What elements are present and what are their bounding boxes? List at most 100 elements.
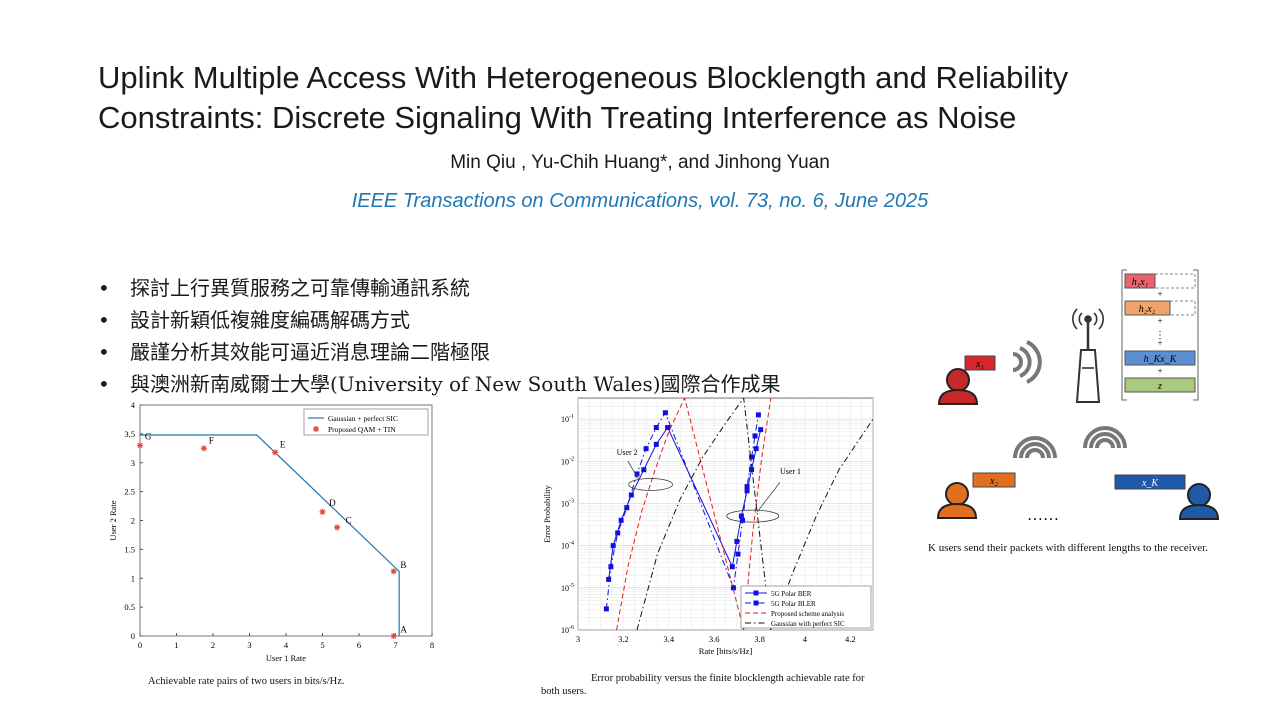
user-2-icon bbox=[936, 482, 978, 519]
data-point bbox=[272, 449, 279, 456]
user-k-packet bbox=[1114, 474, 1186, 490]
user-2-packet bbox=[972, 472, 1016, 488]
bullet-item: • 與澳洲新南威爾士大學(University of New South Wale… bbox=[98, 372, 781, 396]
wifi-signal-icon bbox=[1012, 340, 1042, 384]
series-line bbox=[636, 398, 873, 630]
x-tick-label: 6 bbox=[357, 640, 361, 650]
legend-box bbox=[303, 408, 429, 436]
y-tick-label: 1 bbox=[131, 573, 135, 583]
data-point bbox=[628, 492, 634, 498]
users-ellipsis: …… bbox=[1027, 507, 1059, 524]
data-point bbox=[334, 524, 341, 531]
rate-region-caption: Achievable rate pairs of two users in bi… bbox=[148, 676, 345, 687]
signal-box-k bbox=[1124, 350, 1196, 366]
data-point bbox=[740, 517, 746, 523]
bullet-item: • 設計新穎低複雜度編碼解碼方式 bbox=[98, 308, 410, 332]
series-line bbox=[616, 398, 772, 630]
data-point bbox=[729, 564, 735, 570]
system-model-diagram: h₁x₁ + h₂x₂ + ⋮ + h_Kx_K + z x₁ bbox=[936, 269, 1220, 524]
y-tick-label: 10-3 bbox=[561, 498, 574, 508]
journal-citation: IEEE Transactions on Communications, vol… bbox=[351, 190, 929, 212]
data-point bbox=[758, 427, 764, 433]
point-label: C bbox=[346, 515, 352, 525]
data-point bbox=[653, 441, 659, 447]
system-caption: K users send their packets with differen… bbox=[928, 542, 1208, 554]
y-tick-label: 10-1 bbox=[561, 414, 574, 424]
x-tick-label: 3.4 bbox=[663, 634, 674, 644]
x-tick-label: 8 bbox=[430, 640, 434, 650]
title-line-2: Constraints: Discrete Signaling With Tre… bbox=[98, 100, 1017, 135]
signal-box-2 bbox=[1124, 300, 1171, 316]
data-point bbox=[390, 568, 397, 575]
x-tick-label: 0 bbox=[138, 640, 142, 650]
rate-region-chart: 0 1 2 3 4 5 6 7 8 0 0.5 1 1.5 2 2.5 3 3.5 4 User 1 Rate Use… bbox=[108, 400, 434, 663]
data-point bbox=[662, 410, 668, 416]
y-axis-label: User 2 Rate bbox=[108, 500, 118, 540]
point-label: A bbox=[400, 625, 407, 635]
point-label: E bbox=[280, 440, 286, 450]
data-point bbox=[755, 412, 761, 418]
data-point bbox=[313, 426, 319, 432]
y-tick-label: 3 bbox=[131, 458, 135, 468]
y-tick-label: 0.5 bbox=[124, 602, 135, 612]
y-tick-label: 3.5 bbox=[124, 429, 135, 439]
annotation-arrow bbox=[756, 482, 781, 513]
data-point bbox=[390, 633, 397, 639]
y-tick-label: 2 bbox=[131, 516, 135, 526]
user-1-packet bbox=[964, 355, 996, 371]
data-point bbox=[200, 445, 207, 452]
error-caption: Error probability versus the finite bloc… bbox=[541, 672, 886, 698]
noise-box bbox=[1124, 377, 1196, 393]
x-axis-label: User 1 Rate bbox=[266, 653, 306, 663]
bullet-text: 設計新穎低複雜度編碼解碼方式 bbox=[130, 308, 410, 332]
x-axis-label: Rate [bits/s/Hz] bbox=[699, 646, 753, 656]
annotation-arrow bbox=[627, 461, 640, 481]
signal-label-1: h₁x₁ bbox=[1132, 277, 1148, 288]
data-point bbox=[137, 442, 143, 449]
data-point bbox=[641, 467, 647, 473]
bullet-text: 嚴謹分析其效能可逼近消息理論二階極限 bbox=[130, 340, 490, 364]
user-1-ellipse bbox=[726, 509, 780, 523]
curve-annotation: User 1 bbox=[780, 467, 801, 476]
signal-label-2: h₂x₂ bbox=[1139, 304, 1156, 315]
series-group bbox=[603, 398, 873, 630]
data-point bbox=[643, 446, 649, 452]
curve-annotation: User 2 bbox=[617, 448, 638, 457]
error-caption-line-2: both users. bbox=[541, 686, 587, 697]
x-tick-label: 3.2 bbox=[618, 634, 629, 644]
x-tick-label: 3.6 bbox=[709, 634, 720, 644]
y-axis-label: Error Probability bbox=[542, 484, 552, 543]
bullet-text: 探討上行異質服務之可靠傳輸通訊系統 bbox=[130, 276, 470, 300]
data-point bbox=[618, 517, 624, 523]
data-point bbox=[753, 590, 759, 596]
y-tick-label: 10-6 bbox=[561, 625, 574, 635]
data-point bbox=[730, 585, 736, 591]
error-caption-line-1: Error probability versus the finite bloc… bbox=[591, 673, 865, 684]
x-tick-label: 3.8 bbox=[754, 634, 765, 644]
y-tick-label: 10-2 bbox=[561, 456, 574, 466]
data-point bbox=[735, 551, 741, 557]
x-tick-label: 2 bbox=[211, 640, 215, 650]
data-point bbox=[634, 471, 640, 477]
bullet-item: • 嚴謹分析其效能可逼近消息理論二階極限 bbox=[98, 340, 490, 364]
authors: Min Qiu , Yu-Chih Huang*, and Jinhong Yu… bbox=[450, 152, 830, 173]
user-k-icon bbox=[1178, 483, 1220, 520]
legend-label: 5G Polar BLER bbox=[771, 600, 816, 608]
x-tick-label: 7 bbox=[393, 640, 397, 650]
y-tick-label: 4 bbox=[131, 400, 136, 410]
x-tick-label: 4.2 bbox=[845, 634, 856, 644]
point-label: B bbox=[400, 560, 406, 570]
data-point bbox=[753, 446, 759, 452]
x-tick-label: 5 bbox=[320, 640, 324, 650]
y-tick-label: 10-4 bbox=[561, 541, 574, 551]
series-line bbox=[140, 434, 400, 636]
data-point bbox=[665, 425, 671, 431]
data-point bbox=[734, 538, 740, 544]
x-tick-label: 4 bbox=[284, 640, 289, 650]
x-tick-label: 1 bbox=[174, 640, 178, 650]
point-label: F bbox=[209, 436, 214, 446]
signal-label-k: h_Kx_K bbox=[1144, 354, 1178, 365]
wifi-signal-icon bbox=[1083, 426, 1127, 449]
y-tick-label: 2.5 bbox=[124, 487, 135, 497]
x-tick-label: 3 bbox=[247, 640, 251, 650]
